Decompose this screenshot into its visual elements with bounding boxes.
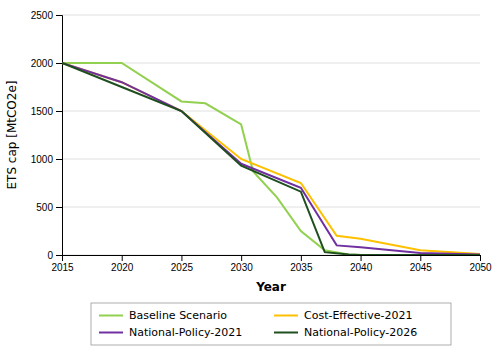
x-tick: 2050 [469, 255, 492, 273]
y-axis-title: ETS cap [MtCO2e] [5, 81, 19, 190]
y-tick-mark [56, 207, 62, 208]
y-tick-mark [56, 159, 62, 160]
y-tick: 1500 [31, 106, 62, 117]
x-tick: 2015 [51, 255, 74, 273]
legend-swatch [274, 315, 298, 317]
plot: 2015 2020 2025 2030 2035 2040 2045 2050 0 500 1000… [31, 10, 492, 273]
legend-label: Baseline Scenario [129, 309, 227, 322]
legend-swatch [99, 315, 123, 317]
x-tick-label: 2040 [350, 262, 373, 273]
grid [62, 15, 480, 255]
y-tick: 500 [36, 202, 62, 213]
x-tick-mark [122, 255, 123, 261]
x-tick-label: 2030 [231, 262, 254, 273]
grid-line [62, 63, 480, 64]
chart: 2015 2020 2025 2030 2035 2040 2045 2050 0 500 1000… [0, 0, 500, 350]
y-tick: 2500 [31, 10, 62, 21]
y-axis: 0 500 1000 1500 2000 2500 [31, 10, 63, 261]
x-tick-label: 2020 [111, 262, 134, 273]
x-tick: 2035 [290, 255, 313, 273]
x-tick: 2045 [410, 255, 433, 273]
y-tick-label: 2000 [31, 58, 54, 69]
legend-item: National-Policy-2021 [99, 326, 242, 339]
x-tick: 2020 [111, 255, 134, 273]
x-tick-mark [361, 255, 362, 261]
y-tick: 0 [47, 250, 62, 261]
legend-item: Baseline Scenario [99, 309, 227, 322]
x-tick-mark [241, 255, 242, 261]
y-tick-label: 2500 [31, 10, 54, 21]
y-tick-label: 0 [47, 250, 53, 261]
legend-item: Cost-Effective-2021 [274, 309, 412, 322]
series-line [62, 63, 480, 254]
x-axis-title: Year [255, 280, 286, 294]
x-tick-mark [420, 255, 421, 261]
legend-item: National-Policy-2026 [274, 326, 417, 339]
y-tick-label: 1000 [31, 154, 54, 165]
x-tick-mark [181, 255, 182, 261]
y-tick-mark [56, 255, 62, 256]
y-tick-mark [56, 63, 62, 64]
x-tick: 2025 [171, 255, 194, 273]
legend-swatch [274, 332, 298, 334]
grid-line [62, 15, 480, 16]
x-tick-label: 2045 [410, 262, 433, 273]
y-axis-line [56, 16, 63, 256]
legend-label: National-Policy-2021 [129, 326, 242, 339]
x-axis: 2015 2020 2025 2030 2035 2040 2045 2050 [51, 255, 492, 273]
x-axis-line [63, 256, 481, 262]
grid-line [62, 159, 480, 160]
legend-label: Cost-Effective-2021 [304, 309, 412, 322]
x-tick: 2040 [350, 255, 373, 273]
series-line [62, 63, 480, 255]
x-tick-mark [480, 255, 481, 261]
series-line [62, 63, 480, 255]
x-tick-label: 2035 [290, 262, 313, 273]
y-tick: 1000 [31, 154, 62, 165]
y-tick-label: 500 [36, 202, 53, 213]
y-tick-label: 1500 [31, 106, 54, 117]
x-tick-label: 2050 [469, 262, 492, 273]
x-tick-label: 2015 [51, 262, 74, 273]
legend-swatch [99, 332, 123, 334]
legend-frame [91, 303, 451, 345]
x-tick-mark [301, 255, 302, 261]
x-tick: 2030 [231, 255, 254, 273]
legend: Baseline Scenario Cost-Effective-2021 Nati… [91, 303, 451, 345]
lines [62, 63, 480, 255]
y-tick-mark [56, 111, 62, 112]
legend-label: National-Policy-2026 [304, 326, 417, 339]
grid-line [62, 111, 480, 112]
grid-line [62, 207, 480, 208]
y-tick: 2000 [31, 58, 62, 69]
series-line [62, 63, 480, 255]
y-tick-mark [56, 15, 62, 16]
x-tick-label: 2025 [171, 262, 194, 273]
